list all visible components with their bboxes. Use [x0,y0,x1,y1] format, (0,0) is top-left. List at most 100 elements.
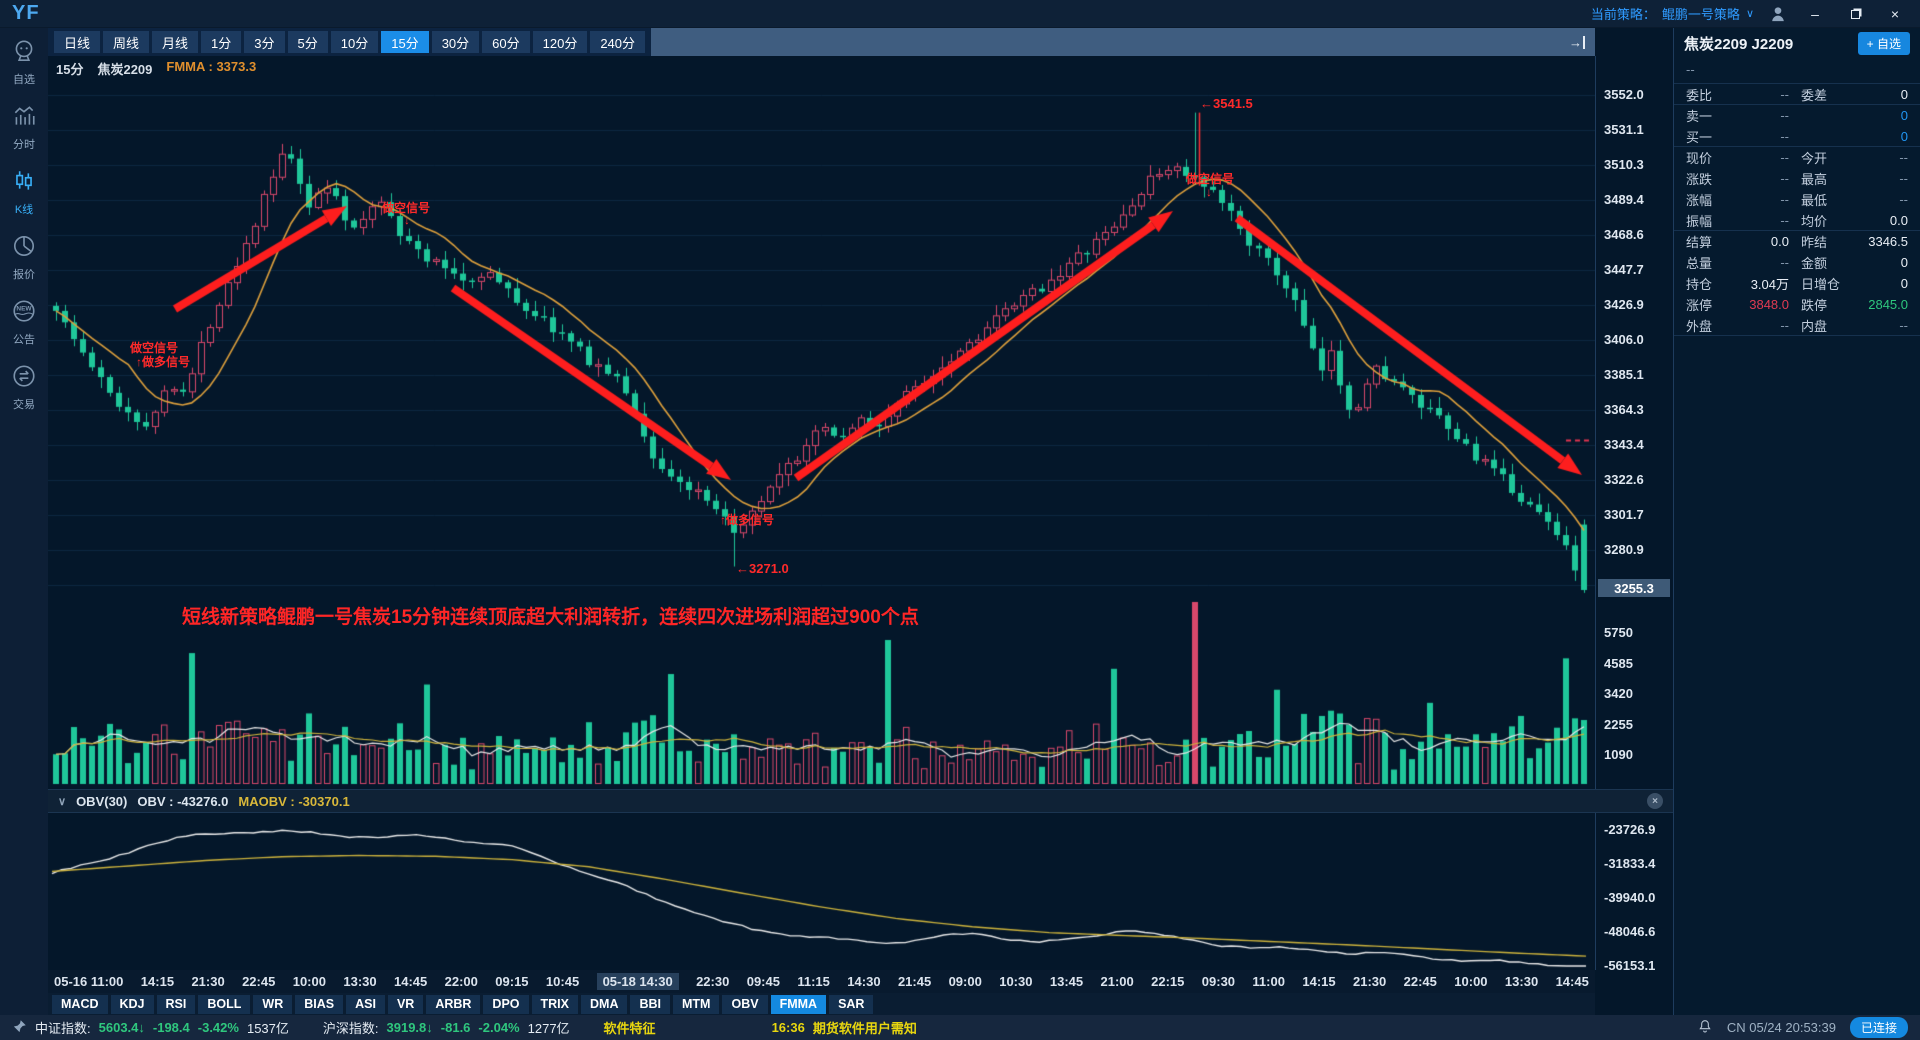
quote-row-委比: 委比 -- 委差 0 [1674,84,1920,105]
obv-tick-label: -39940.0 [1604,890,1656,905]
time-tick-label: 21:45 [897,974,932,989]
timeframe-button-1分[interactable]: 1分 [201,31,242,53]
price-tick-label: 3280.9 [1604,542,1644,557]
quote-row-持仓: 持仓 3.04万 日增仓 0 [1674,273,1920,294]
time-tick-highlighted: 05-18 14:30 [596,973,679,990]
volume-tick-label: 5750 [1604,625,1633,640]
time-tick-label: 10:45 [545,974,580,989]
price-tick-label: 3406.0 [1604,332,1644,347]
bell-icon[interactable] [1697,1018,1713,1037]
timeframe-button-15分[interactable]: 15分 [381,31,429,53]
current-price-badge: 3255.3 [1598,579,1670,597]
pin-icon[interactable] [12,1019,27,1037]
intraday-chart-icon [11,106,37,133]
sidebar-item-分时[interactable]: 分时 [0,103,48,152]
close-button[interactable]: × [1890,5,1900,22]
timeframe-button-120分[interactable]: 120分 [532,31,588,53]
quote-row-卖一: 卖一 -- 0 [1674,105,1920,126]
candlestick-icon [11,171,37,198]
close-indicator-icon[interactable]: × [1647,793,1663,809]
add-watchlist-button[interactable]: + 自选 [1857,31,1910,55]
time-axis: 05-16 11:00 14:15 21:30 22:45 10:00 13:30 14:4… [48,970,1595,993]
quote-field-label: 日增仓 [1801,277,1841,292]
timeframe-button-日线[interactable]: 日线 [54,31,101,53]
quote-field-label: 现价 [1686,151,1713,166]
indicator-tab-OBV[interactable]: OBV [722,994,768,1014]
notice-link[interactable]: 期货软件用户需知 [812,1021,917,1036]
quote-field-value: -- [1899,317,1908,333]
indicator-tab-SAR[interactable]: SAR [829,994,874,1014]
indicator-tab-BBI[interactable]: BBI [630,994,670,1014]
quote-placeholder: -- [1674,58,1920,84]
quote-field-label: 涨停 [1686,298,1713,313]
sidebar-item-K线[interactable]: K线 [0,168,48,217]
strategy-dropdown[interactable]: 当前策略： 鲲鹏一号策略 ∨ [1591,4,1754,23]
indicator-tab-DMA[interactable]: DMA [581,994,628,1014]
user-icon[interactable] [1768,4,1788,24]
time-tick-label: 21:30 [1353,974,1387,989]
time-tick-label: 14:45 [1555,974,1589,989]
strategy-headline: 短线新策略鲲鹏一号焦炭15分钟连续顶底超大利润转折，连续四次进场利润超过900个… [182,607,919,628]
chart-ma-value: FMMA : 3373.3 [166,59,257,74]
timeframe-button-月线[interactable]: 月线 [152,31,199,53]
collapse-chevron-icon[interactable]: ∨ [58,795,67,808]
quote-field-value: -- [1780,317,1789,333]
quote-field-label: 总量 [1686,256,1713,271]
time-tick-label: 09:30 [1201,974,1236,989]
indicator-tab-WR[interactable]: WR [253,994,293,1014]
signal-label: 做空信号 [130,341,179,355]
quote-symbol: 焦炭2209 J2209 [1684,35,1794,53]
indicator-tab-KDJ[interactable]: KDJ [110,994,154,1014]
indicator-tab-RSI[interactable]: RSI [156,994,196,1014]
indicator-tab-MACD[interactable]: MACD [52,994,108,1014]
quote-field-value: -- [1899,171,1908,186]
quote-field-label: 振幅 [1686,213,1713,229]
indicator-tab-VR[interactable]: VR [387,994,424,1014]
index2-pct: -2.04% [478,1020,520,1035]
connection-status[interactable]: 已连接 [1849,1017,1908,1038]
indicator-tab-MTM[interactable]: MTM [673,994,720,1014]
sidebar-item-label: 分时 [13,139,35,151]
minimize-button[interactable]: – [1811,5,1819,22]
quote-field-value: 0 [1900,276,1908,291]
price-tick-label: 3301.7 [1604,507,1644,522]
sidebar-item-报价[interactable]: 报价 [0,233,48,282]
sidebar-item-交易[interactable]: 交易 [0,363,48,412]
notice-tag[interactable]: 软件特征 [603,1021,656,1036]
quote-rows: 委比 -- 委差 0 卖一 -- 0 买一 -- 0 现价 -- 今开 -- 涨跌 -- 最高 -- 涨幅 -- 最低 -… [1674,84,1920,336]
collapse-panel-icon[interactable]: → [1569,35,1585,49]
timeframe-button-10分[interactable]: 10分 [330,31,379,53]
timeframe-button-5分[interactable]: 5分 [287,31,328,53]
timeframe-button-30分[interactable]: 30分 [431,31,480,53]
index1-pct: -3.42% [197,1020,239,1035]
indicator-tab-BOLL[interactable]: BOLL [198,994,251,1014]
sidebar-item-公告[interactable]: NEW 公告 [0,298,48,347]
quote-field-label: 持仓 [1686,277,1713,292]
indicator-tab-FMMA[interactable]: FMMA [770,994,827,1014]
price-tick-label: 3385.1 [1604,367,1644,382]
indicator-tab-BIAS[interactable]: BIAS [295,994,344,1014]
timeframe-button-3分[interactable]: 3分 [244,31,285,53]
sidebar-item-label: 自选 [13,74,35,86]
restore-button[interactable] [1842,0,1868,28]
price-tick-label: 3447.7 [1604,262,1644,277]
index1-change: -198.4 [152,1020,190,1035]
timeframe-button-周线[interactable]: 周线 [103,31,150,53]
indicator-tab-DPO[interactable]: DPO [483,994,529,1014]
strategy-value: 鲲鹏一号策略 [1661,7,1740,22]
timeframe-button-60分[interactable]: 60分 [482,31,530,53]
sidebar-item-自选[interactable]: 自选 [0,38,48,87]
timeframe-button-240分[interactable]: 240分 [590,31,646,53]
new-badge-icon: NEW [11,300,37,328]
indicator-tabs: MACD KDJ RSI BOLL WR BIAS ASI VR ARBR DPO TRIX DMA B… [48,993,1595,1015]
quote-row-涨停: 涨停 3848.0 跌停 2845.0 [1674,294,1920,315]
price-marker-label: ←3541.5 [1200,96,1253,111]
indicator-tab-TRIX[interactable]: TRIX [531,994,578,1014]
quote-field-label: 卖一 [1686,109,1713,124]
obv-tick-label: -23726.9 [1604,822,1656,837]
kline-chart-canvas[interactable] [48,56,1595,970]
indicator-tab-ARBR[interactable]: ARBR [426,994,481,1014]
person-icon [11,40,37,68]
quote-field-label: 均价 [1801,213,1828,229]
indicator-tab-ASI[interactable]: ASI [346,994,385,1014]
